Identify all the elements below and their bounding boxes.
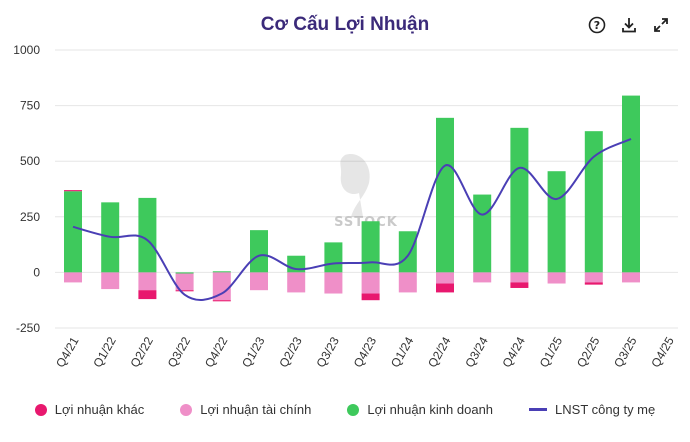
x-tick-label: Q1/23 <box>239 334 268 370</box>
x-tick-label: Q2/23 <box>276 334 305 370</box>
bar-khac <box>64 190 82 192</box>
chart-toolbar: ? <box>586 14 672 36</box>
bar-kinh-doanh <box>622 95 640 273</box>
x-tick-label: Q4/24 <box>500 334 529 370</box>
y-tick-label: 500 <box>20 154 40 168</box>
legend-label-lnst: LNST công ty mẹ <box>555 402 656 417</box>
x-tick-label: Q1/24 <box>388 334 417 370</box>
legend-label-kinhdoanh: Lợi nhuận kinh doanh <box>367 402 494 417</box>
bar-tai-chinh <box>473 272 492 283</box>
bar-khac <box>138 290 157 300</box>
bar-khac <box>361 293 380 301</box>
bar-tai-chinh <box>622 272 640 283</box>
legend-swatch-khac <box>34 403 47 416</box>
y-tick-label: 1000 <box>13 43 40 57</box>
bar-tai-chinh <box>510 272 529 283</box>
bar-khac <box>212 300 231 302</box>
y-tick-label: 750 <box>20 99 40 113</box>
bar-tai-chinh <box>361 272 380 294</box>
bar-kinh-doanh <box>138 197 157 273</box>
bar-tai-chinh <box>138 272 157 291</box>
legend-swatch-taichinh <box>180 403 193 416</box>
bar-kinh-doanh <box>175 272 194 274</box>
bars <box>64 95 640 302</box>
bar-tai-chinh <box>101 272 120 290</box>
bar-khac <box>510 282 529 288</box>
y-tick-label: -250 <box>16 321 40 335</box>
legend-label-taichinh: Lợi nhuận tài chính <box>200 402 312 417</box>
bar-kinh-doanh <box>324 242 343 273</box>
legend-item-lnst[interactable]: LNST công ty mẹ <box>529 402 655 417</box>
legend-item-taichinh[interactable]: Lợi nhuận tài chính <box>180 402 311 417</box>
bar-tai-chinh <box>64 272 82 283</box>
x-axis: Q4/21 Q1/22 Q2/22 Q3/22 Q4/22 Q1/23 Q2/23 Q3/23… <box>53 334 677 370</box>
x-tick-label: Q4/21 <box>53 334 82 370</box>
chart-title: Cơ Cấu Lợi Nhuận <box>260 14 430 35</box>
legend-item-khac[interactable]: Lợi nhuận khác <box>34 402 145 417</box>
bar-kinh-doanh <box>436 117 454 273</box>
bar-tai-chinh <box>436 272 454 284</box>
bar-khac <box>175 290 194 292</box>
legend-swatch-lnst <box>529 408 548 411</box>
x-tick-label: Q3/22 <box>165 334 194 370</box>
y-axis: -250 0 250 500 750 1000 <box>13 43 40 335</box>
x-tick-label: Q2/22 <box>128 334 157 370</box>
x-tick-label: Q3/25 <box>611 334 640 370</box>
bar-kinh-doanh <box>584 131 603 273</box>
expand-icon[interactable] <box>650 14 672 36</box>
legend-label-khac: Lợi nhuận khác <box>54 402 145 417</box>
x-tick-label: Q3/23 <box>314 334 343 370</box>
bar-kinh-doanh <box>361 221 380 273</box>
bar-kinh-doanh <box>547 171 566 273</box>
legend: Lợi nhuận khác Lợi nhuận tài chính Lợi n… <box>0 402 690 417</box>
bar-kinh-doanh <box>250 230 268 273</box>
bar-tai-chinh <box>212 272 231 301</box>
x-tick-label: Q2/25 <box>574 334 603 370</box>
lnst-line <box>72 138 632 301</box>
bar-tai-chinh <box>584 272 603 283</box>
download-icon[interactable] <box>618 14 640 36</box>
bar-tai-chinh <box>175 273 194 291</box>
bar-tai-chinh <box>547 272 566 284</box>
bar-khac <box>584 282 603 285</box>
x-tick-label: Q1/22 <box>90 334 119 370</box>
bar-kinh-doanh <box>510 127 529 273</box>
y-tick-label: 250 <box>20 210 40 224</box>
x-tick-label: Q4/22 <box>202 334 231 370</box>
profit-structure-chart: SSTOCK -250 0 250 500 750 1000 Q4/21 Q1/22 Q2/2… <box>13 43 678 370</box>
x-tick-label: Q3/24 <box>462 334 491 370</box>
help-circle-icon[interactable]: ? <box>586 14 608 36</box>
watermark: SSTOCK <box>334 154 397 230</box>
bar-tai-chinh <box>324 272 343 294</box>
lnst-line-path <box>72 138 632 301</box>
bar-khac <box>436 283 454 293</box>
bar-kinh-doanh <box>473 194 492 273</box>
x-tick-label: Q4/23 <box>351 334 380 370</box>
bar-tai-chinh <box>250 272 268 291</box>
x-tick-label: Q2/24 <box>425 334 454 370</box>
legend-swatch-kinhdoanh <box>347 403 360 416</box>
bar-kinh-doanh <box>64 191 82 273</box>
x-tick-label: Q1/25 <box>537 334 566 370</box>
x-tick-label: Q4/25 <box>648 334 677 370</box>
bar-kinh-doanh <box>212 271 231 273</box>
bar-tai-chinh <box>398 272 417 293</box>
y-tick-label: 0 <box>33 265 40 279</box>
svg-text:?: ? <box>594 19 600 32</box>
legend-item-kinhdoanh[interactable]: Lợi nhuận kinh doanh <box>347 402 493 417</box>
bar-kinh-doanh <box>398 231 417 273</box>
bar-tai-chinh <box>287 272 306 293</box>
